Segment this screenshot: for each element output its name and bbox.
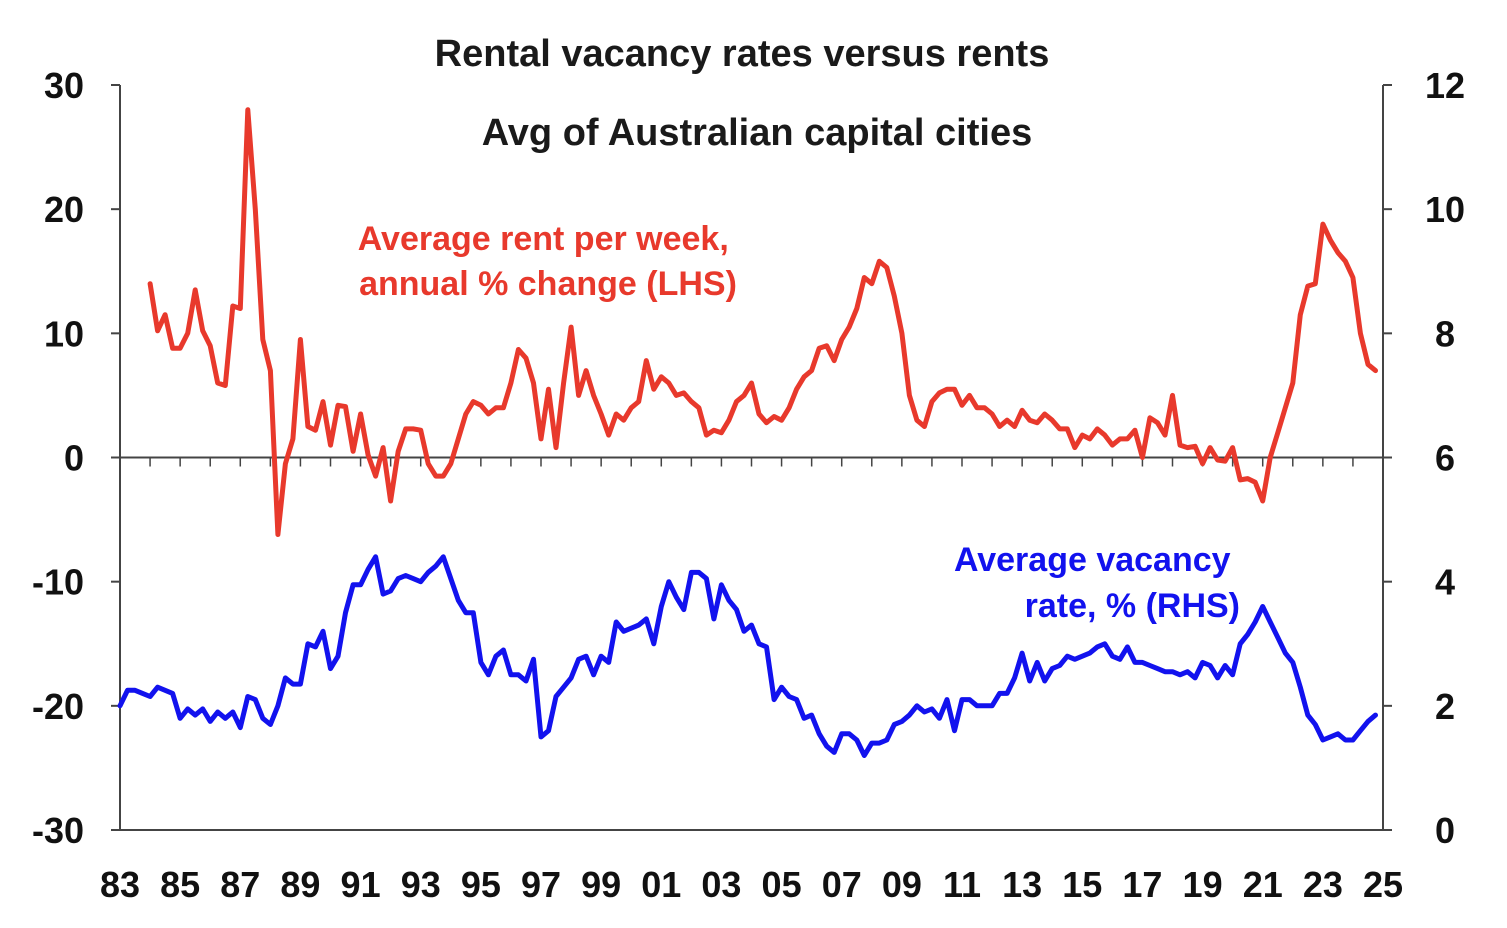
chart-subtitle: Avg of Australian capital cities <box>482 112 1032 154</box>
rent-series-label: Average rent per week, annual % change (… <box>358 220 738 303</box>
x-tick-label: 93 <box>401 864 441 905</box>
vacancy-series-line <box>117 554 1378 758</box>
x-tick-label: 25 <box>1363 864 1403 905</box>
right-tick-label: 10 <box>1425 189 1465 230</box>
x-tick-label: 83 <box>100 864 140 905</box>
x-tick-label: 97 <box>521 864 561 905</box>
left-tick-label: 20 <box>44 189 84 230</box>
chart-title: Rental vacancy rates versus rents <box>435 33 1050 75</box>
x-tick-label: 17 <box>1122 864 1162 905</box>
right-tick-label: 12 <box>1425 65 1465 106</box>
left-tick-label: -20 <box>32 686 84 727</box>
vacancy-series-label: Average vacancy rate, % (RHS) <box>954 541 1240 625</box>
x-tick-label: 95 <box>461 864 501 905</box>
x-tick-label: 19 <box>1183 864 1223 905</box>
vacancy-label-line-1: Average vacancy <box>954 541 1231 579</box>
right-tick-label: 2 <box>1435 686 1455 727</box>
rent-label-line-2: annual % change (LHS) <box>359 265 737 303</box>
left-tick-label: -10 <box>32 562 84 603</box>
right-tick-label: 0 <box>1435 810 1455 851</box>
x-tick-label: 87 <box>220 864 260 905</box>
left-tick-label: 10 <box>44 313 84 354</box>
x-tick-label: 21 <box>1243 864 1283 905</box>
x-tick-label: 05 <box>762 864 802 905</box>
x-tick-label: 03 <box>701 864 741 905</box>
x-tick-label: 13 <box>1002 864 1042 905</box>
x-tick-label: 99 <box>581 864 621 905</box>
rent-series-line <box>147 107 1378 537</box>
vacancy-label-line-2: rate, % (RHS) <box>1025 587 1240 625</box>
x-tick-label: 07 <box>822 864 862 905</box>
x-tick-label: 85 <box>160 864 200 905</box>
x-tick-label: 91 <box>341 864 381 905</box>
left-tick-label: 0 <box>64 438 84 479</box>
right-tick-label: 6 <box>1435 438 1455 479</box>
series-layer <box>117 107 1378 758</box>
x-tick-label: 01 <box>641 864 681 905</box>
x-tick-label: 23 <box>1303 864 1343 905</box>
right-tick-label: 4 <box>1435 562 1455 603</box>
x-tick-label: 09 <box>882 864 922 905</box>
right-tick-label: 8 <box>1435 313 1455 354</box>
left-tick-label: -30 <box>32 810 84 851</box>
x-tick-label: 15 <box>1062 864 1102 905</box>
left-tick-label: 30 <box>44 65 84 106</box>
x-tick-label: 89 <box>280 864 320 905</box>
rent-label-line-1: Average rent per week, <box>358 220 729 258</box>
x-tick-label: 11 <box>943 864 981 905</box>
